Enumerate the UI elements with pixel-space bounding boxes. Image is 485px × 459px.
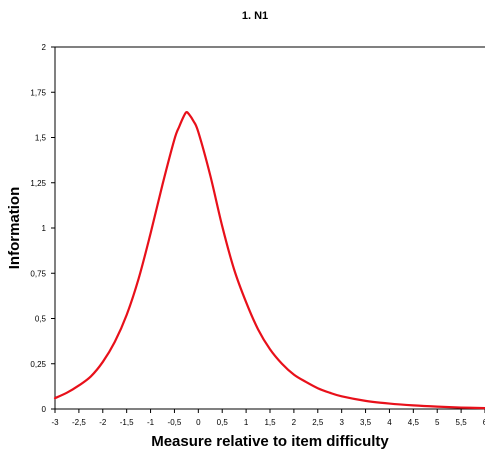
y-axis-title: Information xyxy=(6,187,23,270)
series-group xyxy=(53,110,485,410)
x-tick-label: -1,5 xyxy=(120,418,134,427)
y-tick-label: 1 xyxy=(42,224,47,233)
x-tick-label: -3 xyxy=(51,418,59,427)
y-tick-label: 1,5 xyxy=(35,134,47,143)
x-tick-label: 3,5 xyxy=(360,418,372,427)
x-tick-label: 4,5 xyxy=(408,418,420,427)
x-tick-label: 4 xyxy=(387,418,392,427)
x-tick-label: 2 xyxy=(292,418,297,427)
x-tick-label: 5 xyxy=(435,418,440,427)
x-tick-label: 0,5 xyxy=(217,418,229,427)
x-tick-label: -0,5 xyxy=(168,418,182,427)
y-tick-label: 0,25 xyxy=(30,360,46,369)
x-tick-label: -2,5 xyxy=(72,418,86,427)
y-tick-label: 1,75 xyxy=(30,88,46,97)
y-tick-label: 1,25 xyxy=(30,179,46,188)
x-tick-label: -1 xyxy=(147,418,155,427)
x-tick-label: 1 xyxy=(244,418,249,427)
x-tick-label: 6 xyxy=(483,418,485,427)
x-tick-label: 2,5 xyxy=(312,418,324,427)
y-tick-label: 0,5 xyxy=(35,315,47,324)
chart-title: 1. N1 xyxy=(242,10,268,22)
y-tick-label: 0,75 xyxy=(30,269,46,278)
x-tick-label: 3 xyxy=(339,418,344,427)
x-axis: -3 -2,5 -2 -1,5 -1 -0,5 0 0,5 1 1,5 2 2,5 3 3,5 4 4,5 5 5… xyxy=(51,408,485,427)
x-tick-label: 0 xyxy=(196,418,201,427)
x-axis-title: Measure relative to item difficulty xyxy=(151,433,389,450)
y-tick-label: 0 xyxy=(42,405,47,414)
y-axis: 0 0,25 0,5 0,75 1 1,25 1,5 1,75 2 xyxy=(30,43,485,414)
x-tick-label: -2 xyxy=(99,418,107,427)
y-tick-label: 2 xyxy=(42,43,47,52)
x-tick-label: 5,5 xyxy=(456,418,468,427)
x-tick-label: 1,5 xyxy=(264,418,276,427)
series-line xyxy=(53,110,485,410)
